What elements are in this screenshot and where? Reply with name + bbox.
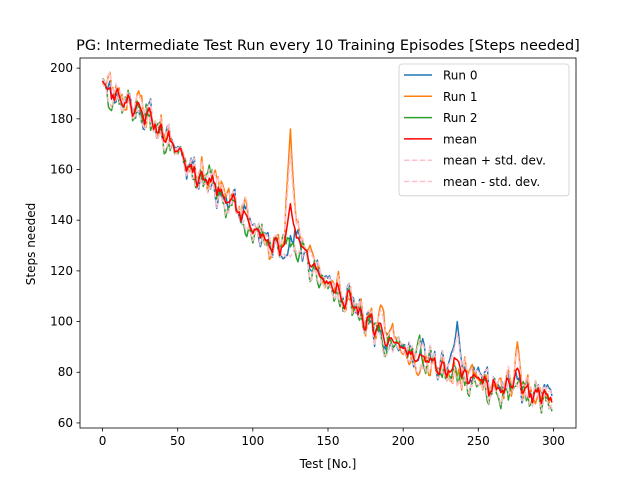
x-tick-label: 150 (317, 434, 340, 448)
plot-area (101, 71, 553, 414)
x-tick-label: 200 (392, 434, 415, 448)
legend-label: mean (443, 132, 477, 146)
y-tick-label: 100 (50, 315, 73, 329)
legend-label: Run 0 (443, 69, 477, 83)
series-line-mean-minus-std (101, 82, 553, 412)
chart-title: PG: Intermediate Test Run every 10 Train… (76, 38, 580, 54)
legend: Run 0 Run 1 Run 2 mean mean + std. dev. mean … (398, 63, 570, 197)
x-tick-label: 250 (467, 434, 490, 448)
y-tick-label: 140 (50, 213, 73, 227)
y-tick-label: 200 (50, 61, 73, 75)
legend-label: Run 2 (443, 111, 477, 125)
series-line-mean (101, 80, 553, 405)
y-tick-label: 160 (50, 163, 73, 177)
y-tick-label: 80 (58, 365, 73, 379)
legend-label: mean - std. dev. (443, 175, 540, 189)
legend-label: mean + std. dev. (443, 154, 546, 168)
y-tick-label: 60 (58, 416, 73, 430)
x-tick-label: 100 (241, 434, 264, 448)
legend-label: Run 1 (443, 90, 477, 104)
x-tick-label: 0 (99, 434, 107, 448)
y-tick-label: 120 (50, 264, 73, 278)
series-line-mean-plus-std (101, 71, 553, 400)
axes: 0 50 100 150 200 250 300 60 80 100 120 140 160 180 200 (50, 57, 577, 448)
legend-box (398, 63, 570, 197)
x-axis-label: Test [No.] (299, 457, 357, 471)
y-tick-label: 180 (50, 112, 73, 126)
y-axis-label: Steps needed (24, 203, 38, 285)
x-tick-label: 300 (542, 434, 565, 448)
x-tick-label: 50 (170, 434, 185, 448)
